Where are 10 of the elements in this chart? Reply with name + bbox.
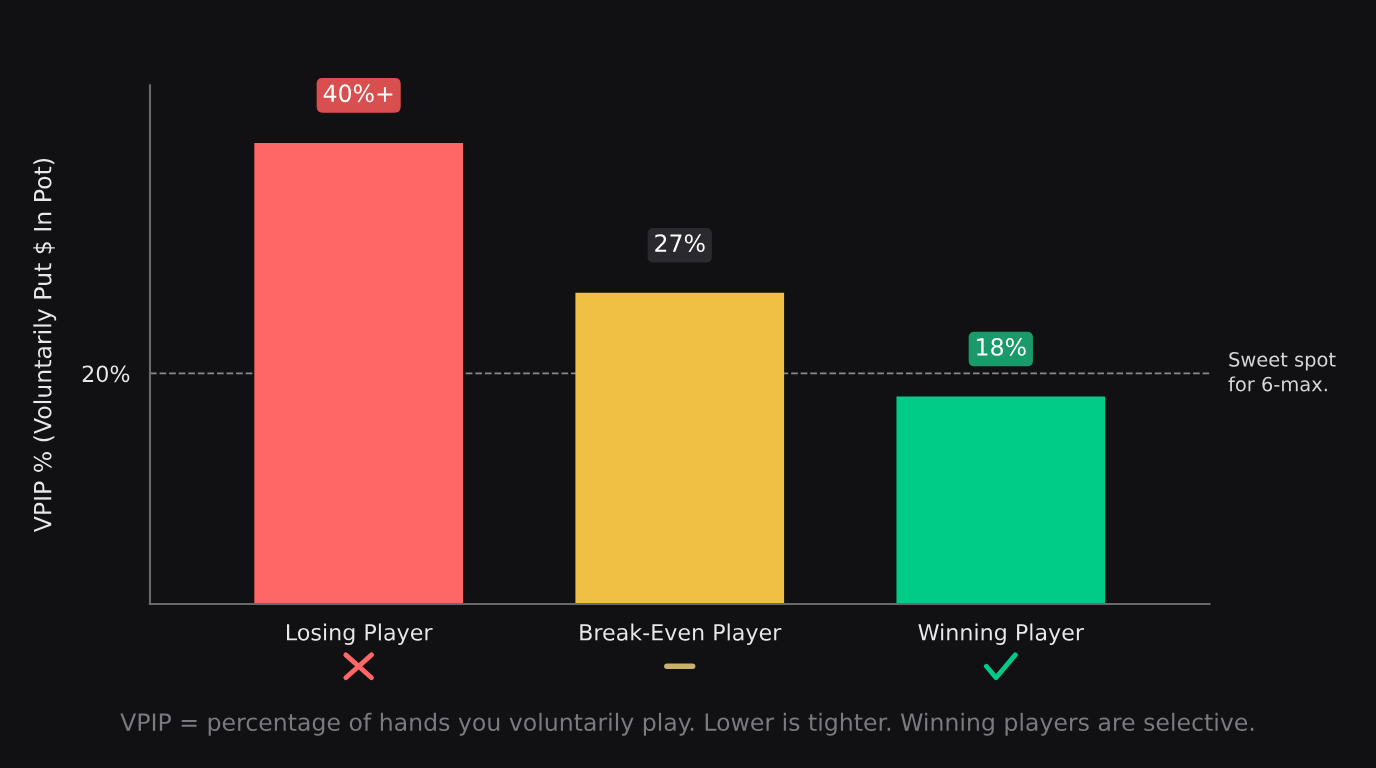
data-label: 27% bbox=[655, 234, 705, 253]
ref-line-label: Sweet spot for 6-max. bbox=[1228, 352, 1336, 392]
x-tick-label: Losing Player bbox=[286, 623, 433, 645]
data-label: 40%+ bbox=[323, 84, 393, 103]
y-tick-label: 20% bbox=[82, 365, 130, 383]
data-label: 18% bbox=[977, 337, 1026, 356]
y-axis-title: VPIP % (Voluntarily Put $ In Pot) bbox=[33, 158, 57, 533]
text: VPIP = percentage of hands you voluntarily play. Lower is tighter. Winning players are selective. bbox=[120, 712, 1254, 736]
x-tick-label: Winning Player bbox=[918, 623, 1085, 645]
x-tick-label: Break-Even Player bbox=[580, 623, 782, 645]
